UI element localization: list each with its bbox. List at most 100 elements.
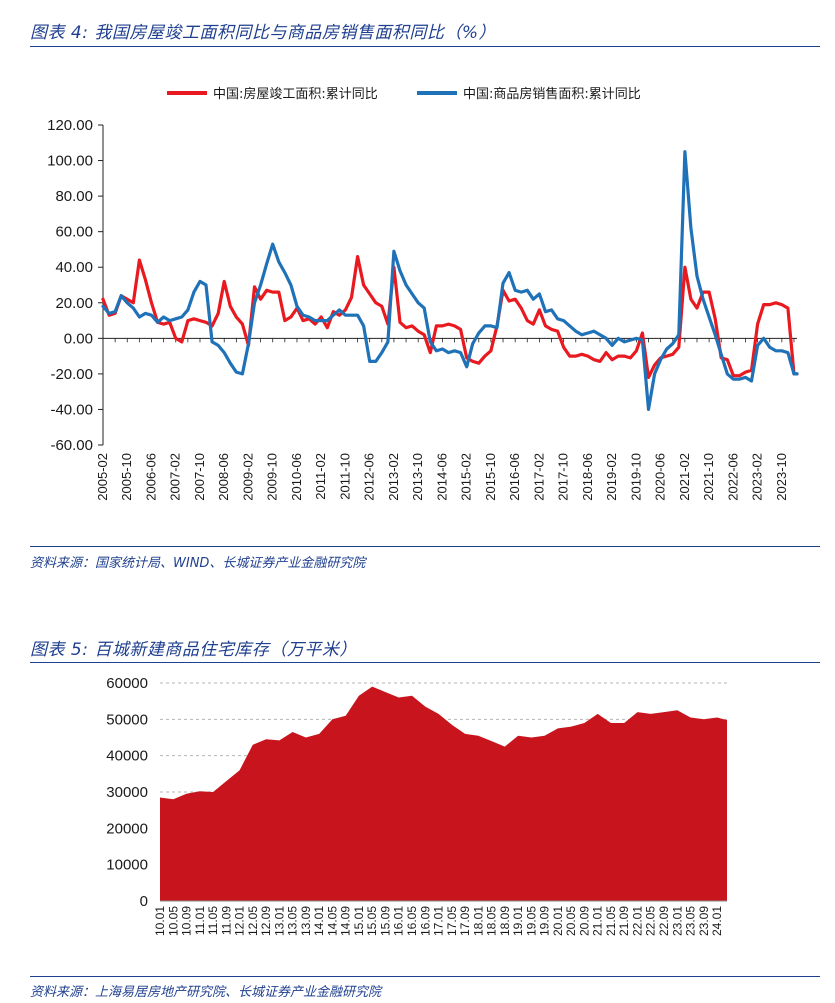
x-tick-label: 14.09 <box>339 906 353 936</box>
y-tick-label: -40.00 <box>50 401 93 418</box>
x-tick-label: 2008-06 <box>216 453 231 501</box>
x-tick-label: 20.09 <box>577 906 591 936</box>
x-tick-label: 16.01 <box>392 906 406 936</box>
x-tick-label: 23.09 <box>697 906 711 936</box>
x-tick-label: 23.01 <box>670 906 684 936</box>
x-tick-label: 17.09 <box>458 906 472 936</box>
x-tick-label: 12.05 <box>246 906 260 936</box>
series-sales-line <box>101 150 799 411</box>
x-tick-label: 21.09 <box>617 906 631 936</box>
figure5-title-text: 百城新建商品住宅库存（万平米） <box>94 640 357 660</box>
y-tick-label: 30000 <box>106 784 148 801</box>
x-tick-label: 16.09 <box>418 906 432 936</box>
x-tick-label: 10.05 <box>166 906 180 936</box>
inventory-area <box>160 686 727 901</box>
x-tick-label: 2007-10 <box>192 453 207 501</box>
x-tick-label: 12.09 <box>259 906 273 936</box>
y-tick-label: 50000 <box>106 711 148 728</box>
x-tick-label: 2021-10 <box>701 453 716 501</box>
y-tick-label: 0.00 <box>64 330 93 347</box>
x-tick-label: 22.09 <box>657 906 671 936</box>
figure4-bottom-rule <box>30 546 820 547</box>
x-tick-label: 15.05 <box>365 906 379 936</box>
y-tick-label: -60.00 <box>50 437 93 454</box>
figure5-source: 资料来源：上海易居房地产研究院、长城证券产业金融研究院 <box>30 985 382 1000</box>
x-tick-label: 13.05 <box>286 906 300 936</box>
x-tick-label: 10.01 <box>153 906 167 936</box>
x-tick-label: 19.09 <box>538 906 552 936</box>
y-tick-label: 0 <box>140 893 148 910</box>
x-tick-label: 14.05 <box>325 906 339 936</box>
x-tick-label: 17.05 <box>445 906 459 936</box>
x-tick-label: 17.01 <box>432 906 446 936</box>
x-tick-label: 2015-10 <box>483 453 498 501</box>
x-tick-label: 2016-06 <box>507 453 522 501</box>
y-tick-label: 40000 <box>106 748 148 765</box>
x-tick-label: 11.09 <box>219 906 233 935</box>
x-tick-label: 22.05 <box>644 906 658 936</box>
x-tick-label: 15.01 <box>352 906 366 936</box>
x-tick-label: 2011-10 <box>337 453 352 500</box>
x-tick-label: 2017-10 <box>556 453 571 501</box>
y-tick-label: 60.00 <box>55 224 93 241</box>
figure5-label: 图表 5: <box>30 640 89 660</box>
x-tick-label: 16.05 <box>405 906 419 936</box>
x-tick-label: 2020-06 <box>653 453 668 501</box>
x-tick-label: 2021-02 <box>677 453 692 501</box>
x-tick-label: 11.05 <box>206 906 220 935</box>
x-tick-label: 2010-06 <box>289 453 304 501</box>
y-tick-label: 80.00 <box>55 188 93 205</box>
y-tick-label: 10000 <box>106 857 148 874</box>
legend-label: 中国:房屋竣工面积:累计同比 <box>213 86 378 102</box>
x-tick-label: 2005-10 <box>119 453 134 501</box>
x-tick-label: 2006-06 <box>143 453 158 501</box>
x-tick-label: 24.01 <box>710 906 724 936</box>
x-tick-label: 2022-06 <box>725 453 740 501</box>
x-tick-label: 2015-02 <box>459 453 474 501</box>
figure4-top-rule <box>30 46 820 47</box>
y-tick-label: 120.00 <box>47 117 93 134</box>
x-tick-label: 21.05 <box>604 906 618 936</box>
x-tick-label: 2023-10 <box>774 453 789 501</box>
x-tick-label: 14.01 <box>312 906 326 936</box>
y-tick-label: 60000 <box>106 675 148 692</box>
y-tick-label: 100.00 <box>47 153 93 170</box>
y-tick-label: 20000 <box>106 820 148 837</box>
x-tick-label: 2019-10 <box>628 453 643 501</box>
x-tick-label: 2018-06 <box>580 453 595 501</box>
x-tick-label: 2007-02 <box>168 453 183 501</box>
x-tick-label: 2017-02 <box>531 453 546 501</box>
figure5-top-rule <box>30 662 820 663</box>
x-tick-label: 2013-02 <box>386 453 401 501</box>
x-tick-label: 2005-02 <box>95 453 110 501</box>
x-tick-label: 21.01 <box>591 906 605 936</box>
x-tick-label: 18.09 <box>498 906 512 936</box>
figure5-title: 图表 5: 百城新建商品住宅库存（万平米） <box>30 635 357 660</box>
x-tick-label: 18.05 <box>485 906 499 936</box>
x-tick-label: 23.05 <box>684 906 698 936</box>
x-tick-label: 20.01 <box>551 906 565 936</box>
x-tick-label: 2009-02 <box>240 453 255 501</box>
y-tick-label: 20.00 <box>55 295 93 312</box>
x-tick-label: 22.01 <box>630 906 644 936</box>
line-chart: 120.00 100.00 80.00 60.00 40.00 20.00 0.00 -20.… <box>47 86 799 501</box>
x-tick-label: 13.09 <box>299 906 313 936</box>
x-tick-label: 2019-02 <box>604 453 619 501</box>
figure4-source: 资料来源：国家统计局、WIND、长城证券产业金融研究院 <box>30 556 366 571</box>
x-tick-label: 2012-06 <box>362 453 377 501</box>
figure4-label: 图表 4: <box>30 23 89 43</box>
figure4-title-text: 我国房屋竣工面积同比与商品房销售面积同比（%） <box>94 23 497 43</box>
x-tick-label: 2011-02 <box>313 453 328 500</box>
x-tick-label: 2009-10 <box>265 453 280 501</box>
series-completion-line <box>101 255 799 379</box>
x-tick-label: 11.01 <box>193 906 207 935</box>
x-tick-label: 18.01 <box>471 906 485 936</box>
figure4-title: 图表 4: 我国房屋竣工面积同比与商品房销售面积同比（%） <box>30 18 496 43</box>
x-tick-label: 2014-06 <box>434 453 449 501</box>
x-tick-label: 10.09 <box>180 906 194 936</box>
y-tick-label: 40.00 <box>55 259 93 276</box>
y-tick-label: -20.00 <box>50 366 93 383</box>
figure5-bottom-rule <box>30 976 820 977</box>
x-tick-label: 15.09 <box>378 906 392 936</box>
x-tick-label: 13.01 <box>272 906 286 936</box>
